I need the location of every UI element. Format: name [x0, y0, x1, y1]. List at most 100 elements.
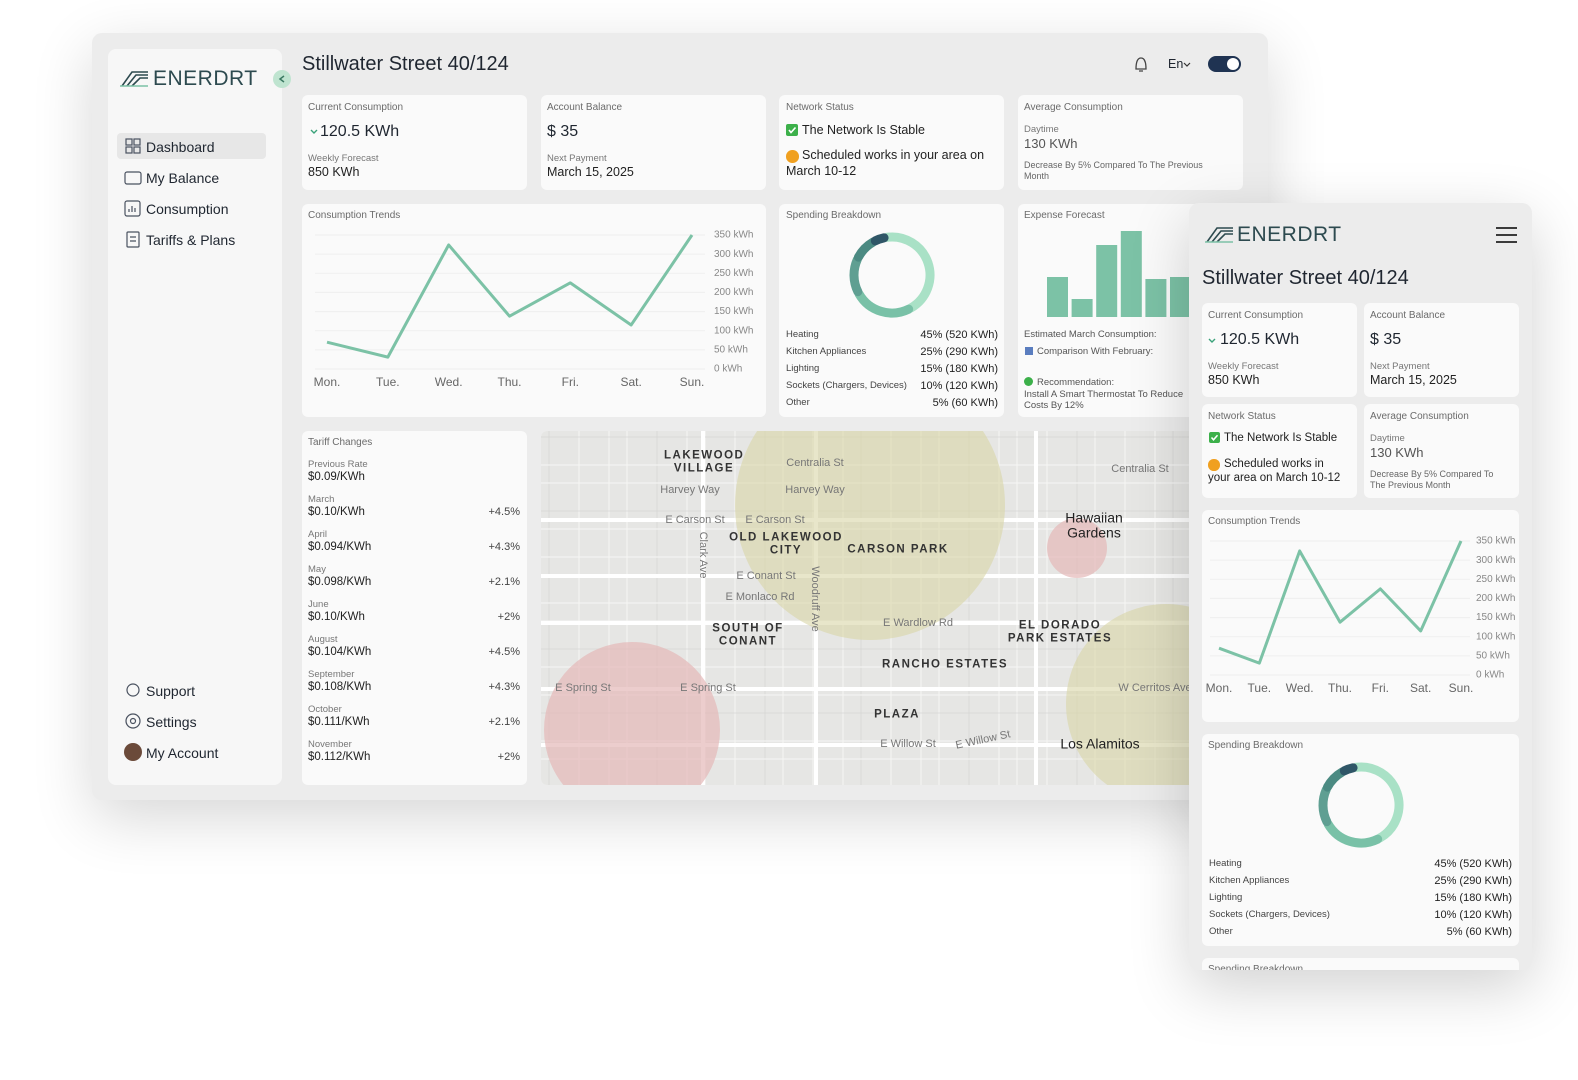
y-tick-label: 100 kWh — [714, 325, 753, 336]
zone — [544, 642, 720, 785]
tariff-label: March — [308, 494, 335, 505]
zone — [735, 431, 1005, 640]
card-title: Expense Forecast — [1024, 210, 1105, 221]
card-label: Next Payment — [1370, 361, 1430, 372]
bell-icon[interactable] — [1135, 57, 1147, 72]
tariff-label: August — [308, 634, 338, 645]
y-tick-label: 250 kWh — [1476, 574, 1515, 585]
language-select[interactable]: En — [1168, 57, 1184, 71]
donut-segment — [870, 233, 889, 246]
bar — [1170, 277, 1191, 317]
card-title: Current Consumption — [1208, 310, 1304, 321]
nav-item[interactable]: Settings — [146, 714, 197, 730]
donut-segment — [1339, 763, 1358, 776]
nav-item[interactable]: Dashboard — [146, 139, 215, 155]
tariff-change: +4.5% — [488, 506, 521, 518]
map-label: OLD LAKEWOOD CITY — [729, 531, 843, 556]
map-label: Harvey Way — [660, 484, 720, 496]
tariff-label: May — [308, 564, 326, 575]
map-label: CARSON PARK — [847, 543, 949, 556]
x-tick-label: Sat. — [620, 375, 641, 389]
card-title: Average Consumption — [1024, 102, 1123, 113]
y-tick-label: 0 kWh — [714, 364, 742, 375]
tariff-rate: $0.09/KWh — [308, 471, 365, 483]
bar — [1145, 279, 1167, 317]
x-tick-label: Thu. — [497, 375, 521, 389]
y-tick-label: 350 kWh — [714, 230, 753, 241]
map-label: SOUTH OF CONANT — [712, 622, 784, 647]
avatar — [124, 743, 142, 761]
y-tick-label: 200 kWh — [714, 287, 753, 298]
tariff-change: +4.3% — [488, 681, 521, 693]
card-value: 120.5 KWh — [320, 123, 400, 140]
legend-label: Sockets (Chargers, Devices) — [1209, 909, 1330, 920]
x-tick-label: Tue. — [1248, 681, 1272, 695]
tariff-label: April — [308, 529, 328, 540]
card — [541, 95, 766, 190]
legend-label: Kitchen Appliances — [1209, 875, 1290, 886]
map[interactable]: LAKEWOOD VILLAGE Harvey Way Centralia St Ha… — [541, 431, 1268, 785]
tariff-change: +4.5% — [488, 646, 521, 658]
brand: ENERDRT — [153, 67, 258, 90]
card-title: Consumption Trends — [308, 210, 401, 221]
legend-value: 5% (60 KWh) — [932, 397, 998, 409]
x-tick-label: Fri. — [1372, 681, 1389, 695]
logo-icon — [1205, 227, 1233, 243]
card-title: Spending Breakdown — [1208, 740, 1304, 751]
donut-segment — [1318, 785, 1332, 827]
legend-value: 10% (120 KWh) — [920, 380, 998, 392]
card — [1202, 958, 1519, 970]
legend-label: Sockets (Chargers, Devices) — [786, 380, 907, 391]
map-label: Los Alamitos — [1060, 735, 1140, 752]
card-text: March 15, 2025 — [1370, 373, 1457, 387]
check-mark — [1210, 434, 1219, 441]
legend-label: Kitchen Appliances — [786, 346, 867, 357]
forecast-note: Comparison With February: — [1037, 346, 1154, 357]
nav-item[interactable]: My Balance — [146, 170, 220, 186]
tariff-label: Previous Rate — [308, 459, 368, 470]
y-tick-label: 150 kWh — [1476, 612, 1515, 623]
tariff-rate: $0.094/KWh — [308, 541, 372, 553]
tariff-label: November — [308, 739, 352, 750]
status-text: The Network Is Stable — [1224, 432, 1338, 444]
notice-text: Scheduled works in your area on March 10… — [786, 148, 985, 178]
x-tick-label: Wed. — [1286, 681, 1314, 695]
menu-icon[interactable] — [1496, 227, 1517, 243]
nav-item[interactable]: Tariffs & Plans — [146, 232, 236, 248]
toggle-knob — [1227, 58, 1239, 70]
legend-label: Other — [1209, 926, 1233, 937]
trend-line — [1218, 540, 1463, 665]
legend-value: 25% (290 KWh) — [920, 346, 998, 358]
bar — [1071, 299, 1093, 317]
nav-item[interactable]: Support — [146, 683, 196, 699]
map-label: LAKEWOOD VILLAGE — [664, 449, 745, 474]
card-title: Account Balance — [1370, 310, 1446, 321]
collapse-button[interactable] — [273, 70, 291, 88]
nav-item[interactable]: My Account — [146, 745, 219, 761]
map-label: E Willow St — [880, 738, 936, 750]
card-title: Network Status — [1208, 411, 1276, 422]
card-value: $ 35 — [547, 123, 579, 140]
logo-icon — [120, 71, 148, 87]
y-tick-label: 50 kWh — [1476, 650, 1510, 661]
forecast-note: Estimated March Consumption: — [1024, 329, 1157, 340]
tariff-change: +2.1% — [488, 716, 521, 728]
card — [779, 95, 1004, 190]
tariff-rate: $0.098/KWh — [308, 576, 372, 588]
y-tick-label: 100 kWh — [1476, 631, 1515, 642]
card-title: Spending Breakdown — [786, 210, 882, 221]
map-label: E Carson St — [745, 514, 805, 526]
card-title: Current Consumption — [308, 102, 404, 113]
x-tick-label: Mon. — [314, 375, 341, 389]
map-label: E Carson St — [665, 514, 725, 526]
y-tick-label: 200 kWh — [1476, 593, 1515, 604]
lang-chevron[interactable] — [1183, 62, 1191, 67]
forecast-note: Install A Smart Thermostat To Reduce Cos… — [1024, 389, 1184, 412]
donut-segment — [1351, 762, 1404, 843]
nav-item[interactable]: Consumption — [146, 201, 229, 217]
tariff-rate: $0.104/KWh — [308, 646, 372, 658]
